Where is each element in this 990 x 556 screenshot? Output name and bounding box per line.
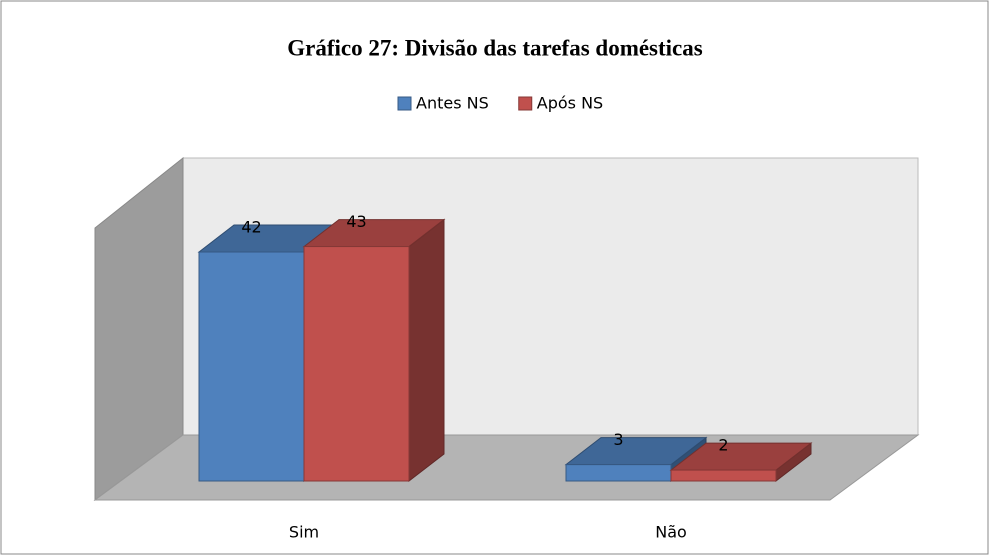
bar-front bbox=[198, 251, 305, 482]
data-label: 43 bbox=[346, 212, 366, 231]
legend-swatch bbox=[518, 96, 533, 111]
bar-front bbox=[670, 469, 777, 482]
legend-label: Após NS bbox=[537, 94, 603, 113]
bar-front bbox=[303, 246, 410, 482]
legend-swatch bbox=[397, 96, 412, 111]
x-tick-label: Não bbox=[655, 523, 687, 542]
bar bbox=[302, 218, 446, 483]
bar-front bbox=[565, 464, 672, 482]
x-tick-label: Sim bbox=[289, 523, 319, 542]
data-label: 3 bbox=[613, 430, 623, 449]
data-label: 42 bbox=[241, 218, 261, 237]
data-label: 2 bbox=[718, 436, 728, 455]
legend-label: Antes NS bbox=[416, 94, 489, 113]
chart-title: Gráfico 27: Divisão das tarefas doméstic… bbox=[287, 35, 702, 60]
bar-side bbox=[408, 218, 445, 483]
bar bbox=[669, 442, 813, 483]
